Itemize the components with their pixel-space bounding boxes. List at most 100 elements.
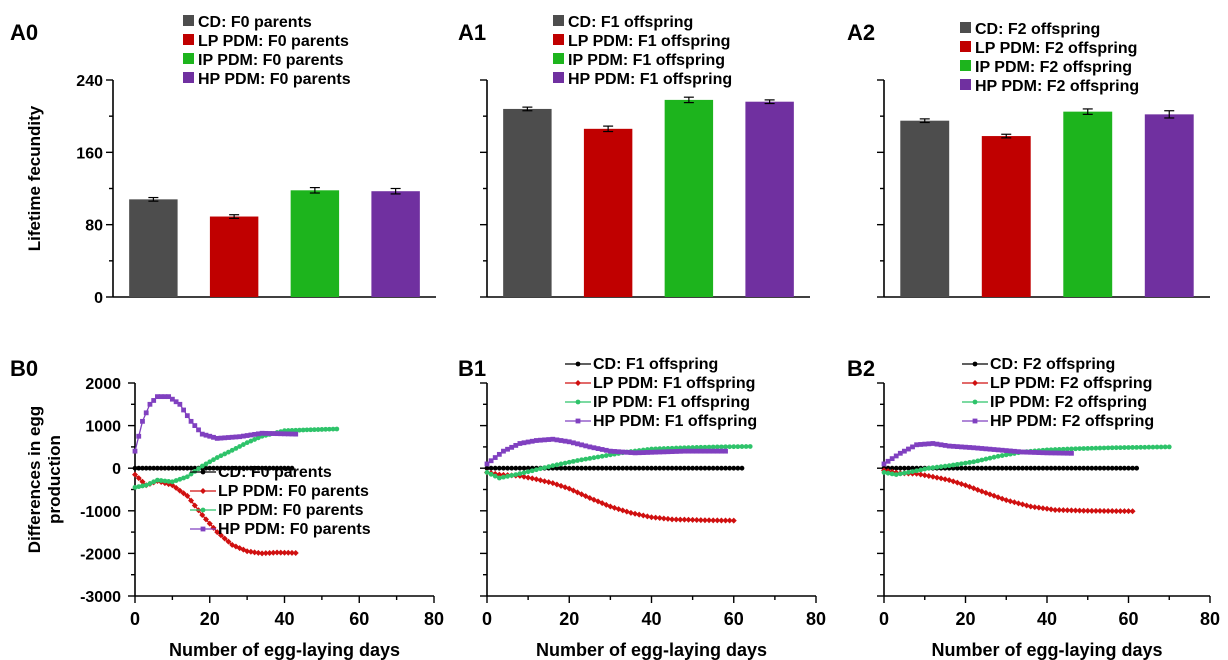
data-point <box>263 465 269 471</box>
data-point <box>289 431 295 437</box>
data-point <box>881 461 887 467</box>
data-point <box>1003 452 1009 458</box>
data-point <box>587 444 593 450</box>
data-point <box>1117 445 1123 451</box>
data-point <box>669 465 675 471</box>
data-point <box>177 476 183 482</box>
y-tick-label: -3000 <box>80 589 121 606</box>
data-point <box>714 444 720 450</box>
data-point <box>595 454 601 460</box>
data-point <box>971 459 977 465</box>
data-point <box>330 426 336 432</box>
data-point <box>702 444 708 450</box>
data-point <box>188 497 195 504</box>
data-point <box>169 482 176 489</box>
data-point <box>983 456 989 462</box>
data-point <box>575 458 580 463</box>
data-point <box>176 487 183 494</box>
data-point <box>706 517 713 524</box>
data-point <box>599 447 605 452</box>
data-point <box>200 507 206 513</box>
data-point <box>521 473 528 480</box>
legend-label: LP PDM: F2 offspring <box>975 40 1137 57</box>
data-point <box>1011 499 1018 506</box>
data-point <box>255 549 262 556</box>
data-point <box>719 465 724 471</box>
data-point <box>690 465 696 471</box>
data-point <box>203 461 209 467</box>
data-point <box>1073 465 1078 471</box>
y-tick-label: -1000 <box>80 504 121 521</box>
data-point <box>603 453 609 458</box>
data-point <box>484 465 490 471</box>
y-axis-label: Differences in eggproduction <box>25 406 64 553</box>
data-point <box>562 460 568 466</box>
data-point <box>570 458 576 464</box>
data-point <box>1126 445 1131 450</box>
legend-label: CD: F1 offspring <box>593 356 718 373</box>
data-point <box>1077 446 1082 452</box>
data-point <box>538 466 543 472</box>
data-point <box>616 465 621 471</box>
data-point <box>1093 445 1099 451</box>
legend-swatch <box>183 15 194 26</box>
data-point <box>255 465 261 471</box>
data-point <box>719 444 724 450</box>
data-point <box>274 431 280 437</box>
data-point <box>1056 507 1063 514</box>
data-point <box>1016 465 1021 471</box>
data-point <box>1032 465 1038 471</box>
x-tick-label: 80 <box>806 609 826 629</box>
data-point <box>229 434 235 440</box>
data-point <box>533 467 539 473</box>
x-tick-label: 80 <box>424 609 444 629</box>
data-point <box>972 380 978 386</box>
data-point <box>665 449 671 455</box>
data-point <box>723 444 728 450</box>
line-chart-b1: 0 20 40 60 80 Number of egg-laying days CD: F1… <box>480 356 826 660</box>
data-point <box>505 446 510 452</box>
x-tick-label: 20 <box>559 609 579 629</box>
data-point <box>685 516 692 523</box>
data-point <box>1068 507 1075 514</box>
data-point <box>644 465 650 471</box>
x-tick-label: 0 <box>482 609 492 629</box>
data-point <box>922 466 928 472</box>
data-point <box>488 465 494 471</box>
legend-label: IP PDM: F2 offspring <box>975 59 1132 76</box>
data-point <box>274 465 280 471</box>
data-point <box>616 449 621 455</box>
data-point <box>158 478 164 483</box>
data-point <box>698 465 704 471</box>
data-point <box>652 514 659 521</box>
data-point <box>575 465 580 471</box>
data-point <box>657 465 663 471</box>
data-point <box>158 394 164 400</box>
data-point <box>603 465 609 471</box>
data-point <box>140 418 145 424</box>
line-chart-b2: 0 20 40 60 80 Number of egg-laying days CD: F2… <box>877 356 1220 660</box>
data-point <box>218 465 224 471</box>
data-point <box>259 430 265 436</box>
data-point <box>918 467 924 473</box>
data-point <box>906 446 911 452</box>
data-point <box>731 444 737 450</box>
data-point <box>184 492 191 499</box>
legend-label: HP PDM: F2 offspring <box>990 413 1154 430</box>
data-point <box>529 468 535 474</box>
data-point <box>954 461 960 467</box>
panel-label-b1: B1 <box>458 356 486 381</box>
data-point <box>266 549 273 556</box>
data-point <box>147 465 153 471</box>
data-point <box>1105 465 1111 471</box>
data-point <box>930 465 936 471</box>
data-point <box>542 437 547 443</box>
data-point <box>184 474 190 480</box>
data-point <box>959 465 964 471</box>
legend-label: IP PDM: F0 parents <box>198 52 344 69</box>
bar-cd <box>129 199 178 297</box>
data-point <box>259 465 265 471</box>
data-point <box>570 440 576 446</box>
data-point <box>714 517 721 524</box>
